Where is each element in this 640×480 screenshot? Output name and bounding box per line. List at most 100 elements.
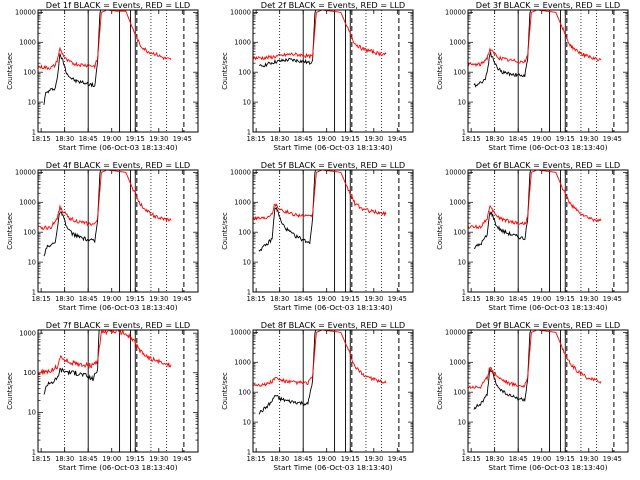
plot-area bbox=[38, 10, 185, 132]
y-tick-label: 100 bbox=[453, 228, 466, 236]
x-tick-label: 19:30 bbox=[364, 455, 383, 463]
x-tick-label: 18:45 bbox=[294, 295, 313, 303]
x-tick-label: 19:45 bbox=[388, 295, 407, 303]
y-tick-label: 10000 bbox=[15, 9, 36, 17]
plot-frame bbox=[467, 329, 629, 453]
x-tick-label: 18:30 bbox=[270, 295, 289, 303]
detector-panel-8: Det 8f BLACK = Events, RED = LLD Counts/s… bbox=[221, 320, 414, 472]
y-tick-label: 10000 bbox=[15, 169, 36, 177]
x-tick-label: 19:15 bbox=[341, 295, 360, 303]
y-tick-label: 10 bbox=[458, 418, 466, 426]
x-tick-label: 19:30 bbox=[149, 135, 168, 143]
x-tick-label: 19:45 bbox=[603, 455, 622, 463]
series-line-events bbox=[258, 10, 317, 68]
x-tick-label: 18:15 bbox=[247, 295, 266, 303]
x-tick-label: 19:15 bbox=[556, 295, 575, 303]
y-axis-label: Counts/sec bbox=[6, 212, 14, 250]
x-tick-label: 18:45 bbox=[509, 455, 528, 463]
y-tick-label: 10000 bbox=[230, 169, 251, 177]
x-tick-label: 18:30 bbox=[485, 455, 504, 463]
panel-title: Det 1f BLACK = Events, RED = LLD bbox=[46, 0, 190, 10]
y-tick-label: 1 bbox=[32, 288, 36, 296]
x-tick-label: 19:00 bbox=[317, 295, 336, 303]
x-tick-label: 18:45 bbox=[79, 135, 98, 143]
series-line-lld bbox=[38, 10, 172, 71]
x-tick-label: 18:45 bbox=[509, 135, 528, 143]
x-tick-label: 18:45 bbox=[79, 295, 98, 303]
y-tick-label: 1000 bbox=[234, 39, 251, 47]
y-tick-label: 1000 bbox=[449, 39, 466, 47]
x-tick-label: 19:30 bbox=[149, 295, 168, 303]
plot-frame bbox=[37, 329, 199, 453]
x-tick-label: 18:15 bbox=[462, 135, 481, 143]
series-line-events bbox=[43, 10, 102, 106]
x-tick-label: 18:15 bbox=[32, 295, 51, 303]
detector-panel-1: Det 1f BLACK = Events, RED = LLD Counts/s… bbox=[6, 0, 199, 152]
x-tick-label: 18:15 bbox=[247, 135, 266, 143]
y-tick-label: 100 bbox=[453, 388, 466, 396]
x-axis-label: Start Time (06-Oct-03 18:13:40) bbox=[488, 143, 607, 152]
y-tick-label: 100 bbox=[23, 228, 36, 236]
plot-frame bbox=[252, 329, 414, 453]
plot-area bbox=[38, 330, 185, 452]
y-tick-label: 1 bbox=[462, 128, 466, 136]
x-axis-label: Start Time (06-Oct-03 18:13:40) bbox=[273, 303, 392, 312]
x-tick-label: 19:30 bbox=[364, 135, 383, 143]
x-axis-label: Start Time (06-Oct-03 18:13:40) bbox=[58, 143, 177, 152]
x-axis-label: Start Time (06-Oct-03 18:13:40) bbox=[58, 303, 177, 312]
y-axis-label: Counts/sec bbox=[436, 372, 444, 410]
y-tick-label: 1000 bbox=[449, 359, 466, 367]
y-axis-label: Counts/sec bbox=[436, 212, 444, 250]
plot-area bbox=[253, 10, 400, 132]
x-tick-label: 19:00 bbox=[317, 135, 336, 143]
panel-title: Det 6f BLACK = Events, RED = LLD bbox=[476, 160, 620, 170]
plot-area bbox=[468, 10, 615, 132]
y-tick-label: 10 bbox=[28, 409, 36, 417]
x-tick-label: 19:00 bbox=[532, 135, 551, 143]
series-line-events bbox=[43, 170, 102, 257]
x-tick-label: 19:15 bbox=[341, 135, 360, 143]
series-line-lld bbox=[253, 10, 387, 61]
x-axis-label: Start Time (06-Oct-03 18:13:40) bbox=[488, 463, 607, 472]
x-tick-label: 19:30 bbox=[149, 455, 168, 463]
x-tick-label: 18:45 bbox=[294, 135, 313, 143]
y-tick-label: 1000 bbox=[449, 199, 466, 207]
plot-frame bbox=[467, 169, 629, 293]
series-line-events bbox=[473, 10, 532, 88]
x-tick-label: 19:15 bbox=[126, 135, 145, 143]
x-tick-label: 18:30 bbox=[485, 295, 504, 303]
series-line-events bbox=[258, 170, 317, 252]
x-tick-label: 19:45 bbox=[173, 455, 192, 463]
plot-area bbox=[38, 170, 185, 292]
plot-frame bbox=[37, 9, 199, 133]
series-line-lld bbox=[468, 170, 602, 230]
x-tick-label: 19:45 bbox=[603, 135, 622, 143]
panel-title: Det 8f BLACK = Events, RED = LLD bbox=[261, 320, 405, 330]
plot-area bbox=[253, 330, 400, 452]
y-tick-label: 10 bbox=[28, 98, 36, 106]
x-tick-label: 19:00 bbox=[102, 295, 121, 303]
y-axis-label: Counts/sec bbox=[6, 52, 14, 90]
x-tick-label: 19:15 bbox=[126, 295, 145, 303]
y-axis-label: Counts/sec bbox=[436, 52, 444, 90]
y-tick-label: 10 bbox=[458, 258, 466, 266]
x-tick-label: 19:30 bbox=[364, 295, 383, 303]
x-tick-label: 19:30 bbox=[579, 455, 598, 463]
y-tick-label: 1 bbox=[32, 128, 36, 136]
y-tick-label: 1000 bbox=[19, 199, 36, 207]
x-tick-label: 18:15 bbox=[32, 135, 51, 143]
detector-panel-4: Det 4f BLACK = Events, RED = LLD Counts/s… bbox=[6, 160, 199, 312]
panel-title: Det 4f BLACK = Events, RED = LLD bbox=[46, 160, 190, 170]
x-tick-label: 19:15 bbox=[126, 455, 145, 463]
x-tick-label: 18:15 bbox=[32, 455, 51, 463]
y-tick-label: 100 bbox=[453, 68, 466, 76]
y-tick-label: 1 bbox=[247, 128, 251, 136]
y-tick-label: 100 bbox=[238, 228, 251, 236]
x-tick-label: 19:45 bbox=[603, 295, 622, 303]
x-tick-label: 19:00 bbox=[532, 295, 551, 303]
panel-title: Det 9f BLACK = Events, RED = LLD bbox=[476, 320, 620, 330]
y-tick-label: 10000 bbox=[230, 9, 251, 17]
x-axis-label: Start Time (06-Oct-03 18:13:40) bbox=[58, 463, 177, 472]
plot-frame bbox=[252, 9, 414, 133]
x-axis-label: Start Time (06-Oct-03 18:13:40) bbox=[273, 143, 392, 152]
